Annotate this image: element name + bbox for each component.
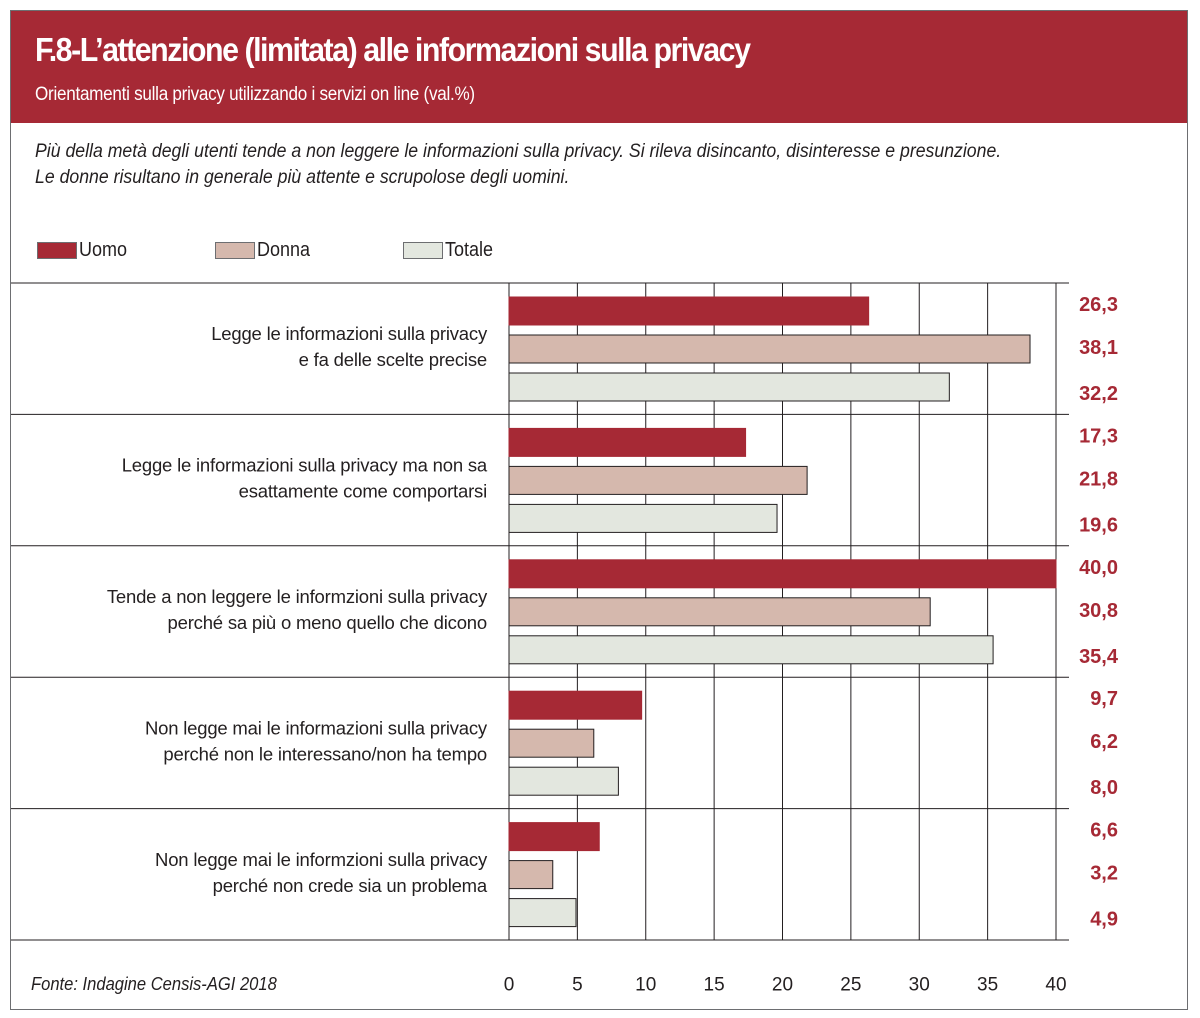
x-tick-label: 20: [772, 975, 793, 996]
lead-text: Più della metà degli utenti tende a non …: [35, 139, 1095, 191]
bar-totale: [508, 898, 577, 928]
bar-totale: [508, 766, 619, 796]
value-label: 26,3: [1079, 294, 1118, 316]
bar-donna: [508, 334, 1031, 364]
x-tick-label: 40: [1045, 975, 1066, 996]
value-label: 6,2: [1090, 731, 1118, 753]
category-label: Legge le informazioni sulla privacy: [211, 323, 488, 344]
bar-donna: [508, 465, 808, 495]
lead-line-1: Più della metà degli utenti tende a non …: [35, 141, 1002, 162]
category-label: Legge le informazioni sulla privacy ma n…: [122, 455, 488, 476]
bar-totale: [508, 635, 994, 665]
value-label: 6,6: [1090, 820, 1118, 842]
legend-swatch-uomo: [37, 242, 77, 259]
bar-uomo: [508, 296, 870, 326]
x-tick-label: 35: [977, 975, 998, 996]
legend-label-donna: Donna: [257, 239, 311, 261]
bar-uomo: [508, 427, 747, 457]
source-note: Fonte: Indagine Censis-AGI 2018: [31, 974, 277, 994]
legend-label-totale: Totale: [445, 239, 494, 261]
category-label: Non legge mai le informazioni sulla priv…: [145, 717, 488, 738]
value-label: 19,6: [1079, 514, 1118, 536]
value-label: 17,3: [1079, 425, 1118, 447]
bar-donna: [508, 728, 595, 758]
value-label: 4,9: [1090, 909, 1118, 931]
lead-line-2: Le donne risultano in generale più atten…: [35, 167, 570, 188]
legend-swatch-donna: [215, 242, 255, 259]
x-tick-label: 5: [572, 975, 583, 996]
bar-totale: [508, 503, 778, 533]
value-label: 35,4: [1079, 646, 1119, 668]
bar-donna: [508, 597, 931, 627]
value-label: 9,7: [1090, 688, 1118, 710]
x-tick-label: 15: [704, 975, 725, 996]
x-tick-label: 30: [909, 975, 930, 996]
value-label: 30,8: [1079, 600, 1118, 622]
x-tick-label: 10: [635, 975, 656, 996]
legend-label-uomo: Uomo: [79, 239, 128, 261]
value-label: 21,8: [1079, 468, 1118, 490]
category-label: Tende a non leggere le informzioni sulla…: [107, 586, 488, 607]
bar-uomo: [508, 690, 643, 720]
chart-title: F.8-L’attenzione (limitata) alle informa…: [35, 31, 751, 68]
bar-donna: [508, 860, 554, 890]
x-tick-label: 0: [504, 975, 515, 996]
value-label: 8,0: [1090, 777, 1118, 799]
category-label: perché sa più o meno quello che dicono: [168, 612, 487, 633]
bar-uomo: [508, 822, 600, 852]
value-label: 38,1: [1079, 337, 1118, 359]
chart-subtitle: Orientamenti sulla privacy utilizzando i…: [35, 84, 475, 105]
category-label: esattamente come comportarsi: [239, 481, 487, 502]
legend-swatch-totale: [403, 242, 443, 259]
bar-totale: [508, 372, 950, 402]
value-label: 3,2: [1090, 863, 1118, 885]
title-banner: F.8-L’attenzione (limitata) alle informa…: [11, 11, 1187, 123]
x-tick-label: 25: [840, 975, 861, 996]
category-label: perché non le interessano/non ha tempo: [163, 743, 487, 764]
category-label: Non legge mai le informzioni sulla priva…: [155, 849, 488, 870]
bar-uomo: [508, 559, 1057, 589]
category-label: perché non crede sia un problema: [213, 875, 488, 896]
value-label: 40,0: [1079, 557, 1118, 579]
value-label: 32,2: [1079, 383, 1118, 405]
category-label: e fa delle scelte precise: [299, 349, 487, 370]
